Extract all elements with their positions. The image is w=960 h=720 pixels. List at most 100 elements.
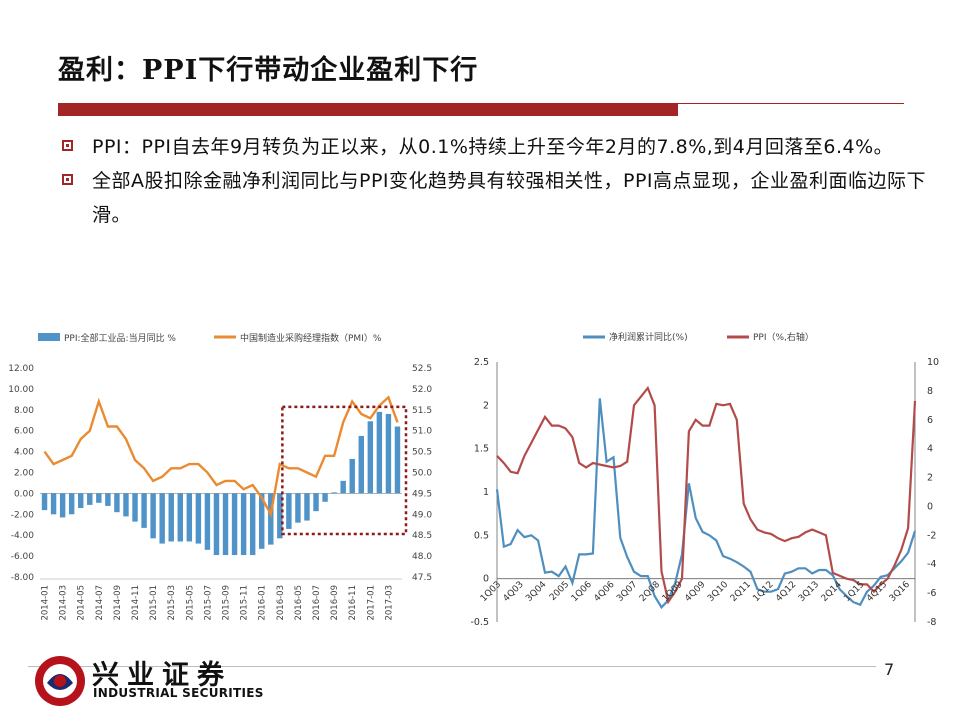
x-axis-tick-label: 4Q06 bbox=[592, 580, 616, 604]
left-axis-tick-label: -6.00 bbox=[11, 552, 35, 562]
left-axis-tick-label: -2.00 bbox=[11, 510, 35, 520]
x-axis-tick-label: 4Q03 bbox=[502, 580, 526, 604]
right-axis-tick-label: 52.0 bbox=[412, 385, 432, 395]
left-axis-tick-label: -4.00 bbox=[11, 531, 35, 541]
left-axis-tick-label: 12.00 bbox=[8, 364, 34, 374]
x-axis-tick-label: 4Q15 bbox=[865, 580, 889, 604]
legend-profit-label: 净利润累计同比(%) bbox=[609, 331, 688, 343]
right-axis-tick-label: -6 bbox=[927, 588, 936, 599]
left-axis-tick-label: -8.00 bbox=[11, 573, 35, 583]
right-axis-tick-label: 48.5 bbox=[412, 531, 432, 541]
x-axis-tick-label: 3Q13 bbox=[797, 580, 821, 604]
right-axis-tick-label: 4 bbox=[927, 444, 933, 455]
right-axis-tick-label: 8 bbox=[927, 386, 933, 397]
x-axis-tick-label: 2015-11 bbox=[240, 585, 250, 621]
x-axis-tick-label: 2014-03 bbox=[59, 585, 69, 621]
ppi-bar bbox=[150, 493, 156, 539]
x-axis-tick-label: 2016-07 bbox=[312, 585, 322, 621]
legend-pmi-label: 中国制造业采购经理指数（PMI）% bbox=[240, 332, 382, 344]
left-axis-tick-label: 1.5 bbox=[474, 444, 489, 455]
ppi-bar bbox=[213, 493, 220, 556]
ppi-bar bbox=[41, 493, 48, 511]
ppi-bar bbox=[68, 493, 75, 515]
ppi-bar bbox=[313, 493, 319, 512]
ppi-bar bbox=[114, 493, 120, 513]
highlight-box bbox=[281, 405, 408, 536]
ppi-bar bbox=[105, 493, 111, 506]
ppi-bar bbox=[268, 493, 274, 545]
left-axis-tick-label: 0 bbox=[483, 574, 489, 585]
ppi-bar bbox=[277, 493, 283, 539]
ppi-bar bbox=[349, 458, 355, 494]
ppi-bar bbox=[222, 493, 229, 556]
x-axis-tick-label: 2016-11 bbox=[348, 585, 358, 621]
right-axis-tick-label: 51.5 bbox=[412, 406, 432, 416]
ppi-bar bbox=[195, 493, 202, 544]
ppi-bar bbox=[123, 493, 129, 517]
logo-chinese-name: 兴业证券 bbox=[92, 660, 232, 691]
right-axis-tick-label: 49.0 bbox=[412, 510, 432, 520]
ppi-bar bbox=[159, 493, 165, 544]
ppi-bar bbox=[358, 435, 364, 494]
x-axis-tick-label: 2017-03 bbox=[384, 585, 394, 621]
x-axis-tick-label: 3Q07 bbox=[615, 580, 639, 604]
ppi-bar bbox=[376, 411, 383, 494]
x-axis-tick-label: 3Q04 bbox=[524, 580, 548, 604]
ppi-bar bbox=[394, 426, 401, 494]
right-axis-tick-label: 47.5 bbox=[412, 573, 432, 583]
ppi-bar bbox=[331, 492, 337, 494]
ppi-bar bbox=[96, 493, 102, 503]
right-axis-tick-label: 51.0 bbox=[412, 427, 432, 437]
x-axis-tick-label: 4Q09 bbox=[683, 580, 707, 604]
x-axis-tick-label: 3Q16 bbox=[888, 580, 912, 604]
right-axis-tick-label: 10 bbox=[927, 357, 939, 368]
ppi-bar bbox=[78, 493, 84, 509]
left-axis-tick-label: 4.00 bbox=[14, 448, 34, 458]
bullet-item: PPI：PPI自去年9月转负为正以来，从0.1%持续上升至今年2月的7.8%,到… bbox=[62, 130, 932, 164]
x-axis-tick-label: 2014-01 bbox=[41, 585, 51, 621]
bullet-text: PPI：PPI自去年9月转负为正以来，从0.1%持续上升至今年2月的7.8%,到… bbox=[92, 136, 894, 158]
bullet-item: 全部A股扣除金融净利润同比与PPI变化趋势具有较强相关性，PPI高点显现，企业盈… bbox=[62, 164, 932, 232]
profit-ppi-chart: 净利润累计同比(%) PPI（%,右轴） 2.5 2 1.5 1 0.5 0 -0.5 10 8 6 4… bbox=[470, 331, 939, 628]
left-axis-tick-label: 10.00 bbox=[8, 385, 34, 395]
pmi-line bbox=[43, 395, 399, 518]
x-axis-tick-label: 2Q11 bbox=[729, 580, 753, 604]
x-axis-tick-label: 2016-05 bbox=[294, 585, 304, 621]
title-underline-line bbox=[678, 103, 904, 104]
right-axis-tick-label: 50.0 bbox=[412, 469, 432, 479]
left-axis-tick-label: 8.00 bbox=[14, 406, 34, 416]
ppi-bar bbox=[340, 480, 346, 494]
bullet-text: 全部A股扣除金融净利润同比与PPI变化趋势具有较强相关性，PPI高点显现，企业盈… bbox=[92, 170, 927, 226]
ppi-bar bbox=[385, 413, 392, 494]
ppi-bar bbox=[322, 493, 328, 502]
ppi-bar bbox=[249, 493, 256, 556]
x-axis-tick-label: 2016-01 bbox=[258, 585, 268, 621]
x-axis-tick-label: 4Q12 bbox=[774, 580, 798, 604]
ppi-bar bbox=[87, 493, 93, 505]
x-axis-tick-label: 2Q14 bbox=[820, 580, 844, 604]
ppi-bar bbox=[132, 493, 138, 522]
left-axis-tick-label: 6.00 bbox=[14, 427, 34, 437]
left-axis-tick-label: 1 bbox=[483, 487, 489, 498]
x-axis-tick-label: 2015-03 bbox=[167, 585, 177, 621]
ppi-bar bbox=[50, 493, 57, 515]
x-axis-tick-label: 2014-11 bbox=[131, 585, 141, 621]
ppi-bar bbox=[367, 421, 374, 494]
right-axis-tick-label: 2 bbox=[927, 473, 933, 484]
ppi-bar bbox=[240, 493, 247, 556]
bullet-square-icon bbox=[62, 174, 73, 185]
x-axis-tick-label: 2005 bbox=[548, 580, 571, 603]
right-axis-tick-label: -2 bbox=[927, 530, 936, 541]
ppi-bar bbox=[186, 493, 193, 542]
ppi-bar bbox=[59, 493, 66, 518]
right-axis-tick-label: 50.5 bbox=[412, 448, 432, 458]
ppi-bar bbox=[286, 493, 292, 529]
left-axis-tick-label: 2.5 bbox=[474, 357, 489, 368]
right-axis-tick-label: 6 bbox=[927, 415, 933, 426]
x-axis-tick-label: 2014-07 bbox=[95, 585, 105, 621]
bullet-list: PPI：PPI自去年9月转负为正以来，从0.1%持续上升至今年2月的7.8%,到… bbox=[62, 130, 932, 232]
slide-title: 盈利：PPI下行带动企业盈利下行 bbox=[58, 55, 479, 86]
legend-ppi-swatch bbox=[38, 333, 60, 341]
x-axis-tick-label: 2016-03 bbox=[276, 585, 286, 621]
left-axis-tick-label: -0.5 bbox=[470, 617, 489, 628]
